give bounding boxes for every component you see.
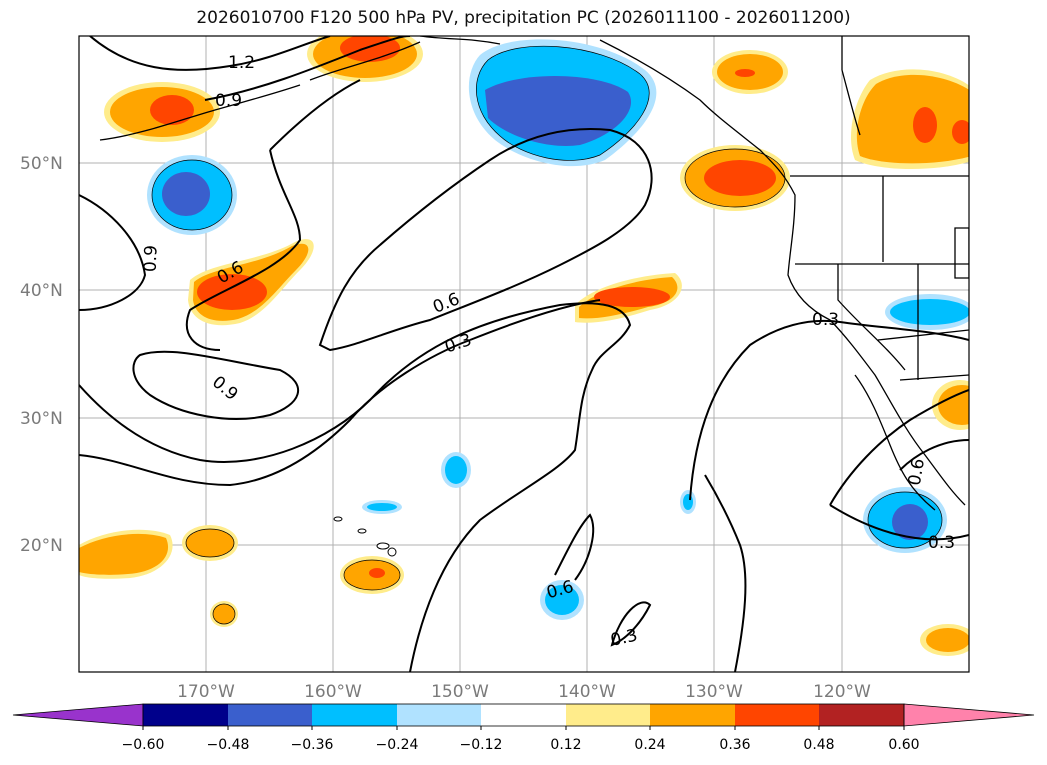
precip-blob-west-tropics: [79, 529, 173, 579]
contour-label: 0.9: [141, 245, 162, 273]
colorbar-ticks: [142, 726, 905, 730]
coastlines: [99, 36, 969, 511]
lon-axis-labels: 170°W 160°W 150°W 140°W 130°W 120°W: [177, 682, 871, 702]
precip-blob-vancouver: [680, 145, 790, 211]
precip-outlines: [151, 45, 943, 625]
gridlines: [79, 36, 969, 672]
colorbar-tick-label: 0.36: [719, 737, 750, 753]
lon-label-140w: 140°W: [558, 682, 616, 702]
colorbar-tick-label: −0.60: [122, 737, 165, 753]
colorbar-bin-3: [312, 704, 397, 726]
colorbar-bin-1: [143, 704, 228, 726]
map-frame: [78, 35, 970, 673]
islands: [333, 516, 397, 557]
lat-label-20n: 20°N: [20, 536, 63, 556]
colorbar-over: [903, 703, 1035, 727]
precip-blob-neg-sierra: [885, 294, 969, 330]
lon-label-150w: 150°W: [431, 682, 489, 702]
colorbar-tick-label: −0.48: [207, 737, 250, 753]
precip-blob-aleutian-east: [307, 36, 423, 82]
lon-label-160w: 160°W: [304, 682, 362, 702]
colorbar-under: [12, 703, 144, 727]
precip-blob-bc-coast: [712, 50, 788, 94]
precip-blob-mexico-south: [920, 624, 969, 656]
colorbar-bin-5: [481, 704, 566, 726]
contour-label: 0.3: [928, 533, 955, 553]
colorbar-frame: [142, 703, 905, 727]
precip-blob-hawaii-west: [182, 525, 238, 627]
lon-label-120w: 120°W: [813, 682, 871, 702]
colorbar-bin-2: [228, 704, 312, 726]
colorbar: −0.60 −0.48 −0.36 −0.24 −0.12 0.12 0.24 …: [12, 703, 1035, 753]
contour-label: 1.2: [228, 53, 255, 73]
precip-blob-neg-small: [362, 98, 696, 620]
precip-blob-neg-170w-47n: [147, 155, 237, 235]
colorbar-tick-label: −0.36: [291, 737, 334, 753]
precip-blob-hawaii: [340, 556, 404, 594]
precip-blob-canada-interior: [850, 69, 969, 169]
page-title: 2026010700 F120 500 hPa PV, precipitatio…: [196, 8, 851, 28]
precip-blob-165w-40n: [188, 239, 314, 326]
contour-label: 0.6: [905, 457, 929, 487]
colorbar-bin-4: [397, 704, 481, 726]
lon-label-170w: 170°W: [177, 682, 235, 702]
precip-blob-neg-baja: [863, 487, 947, 553]
lon-label-130w: 130°W: [685, 682, 743, 702]
contour-label: 0.9: [215, 91, 242, 111]
colorbar-bin-7: [650, 704, 735, 726]
colorbar-tick-label: 0.12: [550, 737, 581, 753]
colorbar-bin-8: [735, 704, 819, 726]
contour-label: 0.3: [812, 310, 839, 330]
colorbar-tick-label: 0.48: [803, 737, 834, 753]
colorbar-tick-label: 0.24: [634, 737, 665, 753]
colorbar-tick-label: −0.12: [460, 737, 503, 753]
colorbar-bin-6: [566, 704, 650, 726]
lat-label-40n: 40°N: [20, 281, 63, 301]
precip-blob-140w-39n: [575, 273, 682, 323]
pv-contours: [79, 36, 969, 672]
lat-label-30n: 30°N: [20, 409, 63, 429]
colorbar-tick-label: 0.60: [888, 737, 919, 753]
precip-blob-west-aleutian: [104, 82, 220, 142]
colorbar-tick-label: −0.24: [376, 737, 419, 753]
colorbar-bin-9: [819, 704, 904, 726]
precip-blob-southwest: [932, 380, 969, 430]
lat-label-50n: 50°N: [20, 154, 63, 174]
lat-axis-labels: 50°N 40°N 30°N 20°N: [20, 154, 63, 556]
